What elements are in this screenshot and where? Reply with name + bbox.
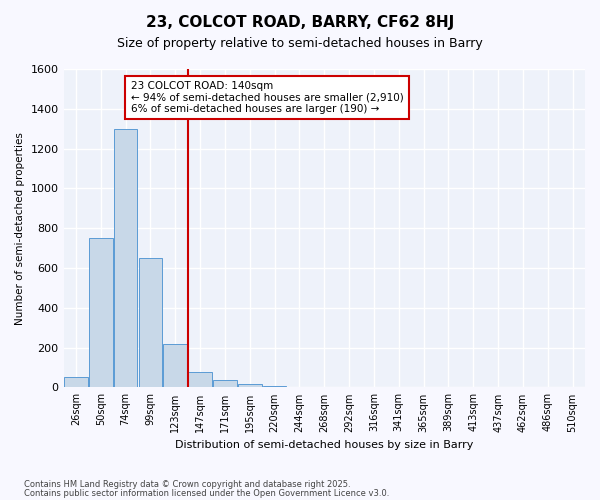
Bar [64, 378, 88, 388]
Bar [139, 258, 162, 388]
Text: 23 COLCOT ROAD: 140sqm
← 94% of semi-detached houses are smaller (2,910)
6% of s: 23 COLCOT ROAD: 140sqm ← 94% of semi-det… [131, 81, 403, 114]
Bar [238, 384, 262, 388]
Bar [213, 380, 237, 388]
Bar [188, 372, 212, 388]
Y-axis label: Number of semi-detached properties: Number of semi-detached properties [15, 132, 25, 324]
Bar [89, 238, 113, 388]
Bar [263, 386, 286, 388]
Text: Contains public sector information licensed under the Open Government Licence v3: Contains public sector information licen… [24, 488, 389, 498]
X-axis label: Distribution of semi-detached houses by size in Barry: Distribution of semi-detached houses by … [175, 440, 473, 450]
Text: 23, COLCOT ROAD, BARRY, CF62 8HJ: 23, COLCOT ROAD, BARRY, CF62 8HJ [146, 15, 454, 30]
Bar [114, 128, 137, 388]
Text: Contains HM Land Registry data © Crown copyright and database right 2025.: Contains HM Land Registry data © Crown c… [24, 480, 350, 489]
Text: Size of property relative to semi-detached houses in Barry: Size of property relative to semi-detach… [117, 38, 483, 51]
Bar [163, 344, 187, 388]
